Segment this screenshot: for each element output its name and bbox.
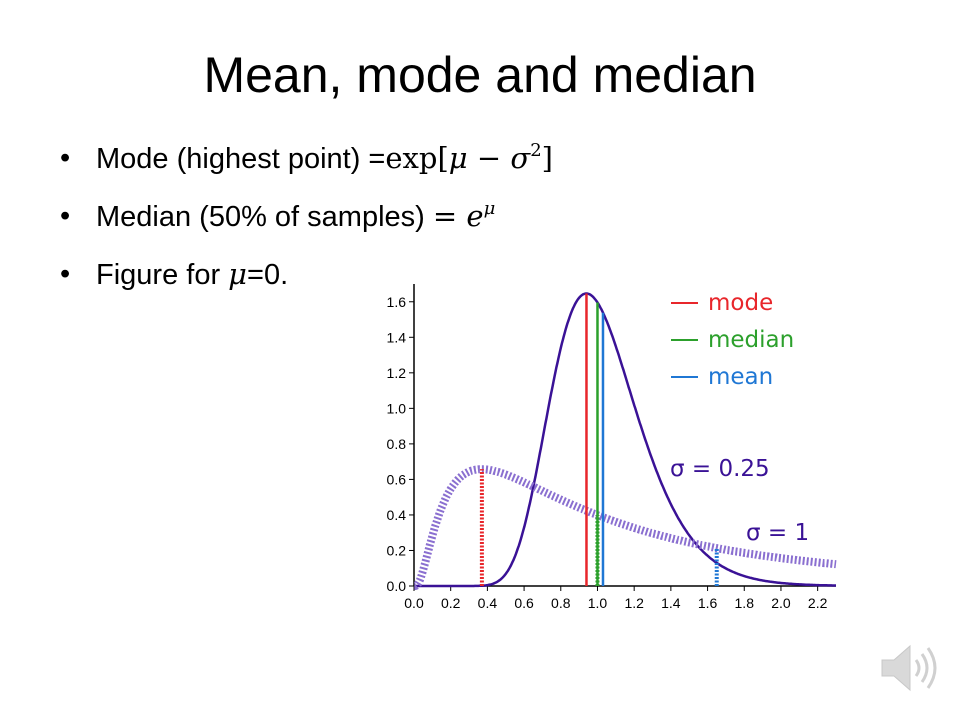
x-tick-label: 1.2 (624, 595, 644, 611)
x-tick-label: 2.0 (771, 595, 791, 611)
bullet-dot: • (60, 258, 71, 290)
median-formula: = eμ (432, 198, 496, 233)
bullet-median-text: Median (50% of samples) (96, 201, 433, 233)
y-tick-label: 0.8 (387, 436, 407, 452)
series-label: σ = 1 (746, 520, 809, 546)
mu-symbol: μ (228, 257, 248, 291)
lognormal-chart: 0.0 0.2 0.4 0.6 0.8 1.0 1.2 1.4 1.6 1.8 2.0 2.2 0.0 0… (387, 284, 837, 611)
x-tick-label: 1.8 (735, 595, 755, 611)
x-tick-label: 0.0 (404, 595, 424, 611)
bullet-list: • Mode (highest point) =exp[μ − σ2] • Me… (60, 138, 553, 312)
bullet-dot: • (60, 142, 71, 174)
x-tick-label: 0.2 (441, 595, 461, 611)
bullet-mode-text: Mode (highest point) = (96, 143, 386, 175)
x-tick-label: 1.6 (698, 595, 718, 611)
series-label: σ = 0.25 (670, 456, 770, 482)
speaker-icon[interactable] (878, 640, 942, 696)
y-tick-label: 0.6 (387, 471, 407, 487)
x-tick-label: 0.6 (514, 595, 534, 611)
legend-entry: mode (708, 290, 773, 316)
bullet-figure: • Figure for μ=0. (60, 254, 553, 312)
y-tick-label: 1.4 (387, 329, 407, 345)
slide-title: Mean, mode and median (203, 47, 757, 103)
y-tick-label: 1.0 (387, 400, 407, 416)
legend-entry: median (708, 327, 794, 353)
bullet-figure-suffix: =0. (247, 259, 289, 291)
bullet-figure-text: Figure for (96, 259, 229, 291)
y-tick-label: 1.2 (387, 365, 407, 381)
x-tick-label: 1.4 (661, 595, 681, 611)
x-tick-label: 2.2 (808, 595, 828, 611)
bullet-mode: • Mode (highest point) =exp[μ − σ2] (60, 138, 553, 196)
bullet-dot: • (60, 200, 71, 232)
y-tick-label: 0.0 (387, 578, 407, 594)
legend-entry: mean (708, 364, 773, 390)
x-tick-label: 1.0 (588, 595, 608, 611)
y-tick-label: 1.6 (387, 294, 407, 310)
bullet-median: • Median (50% of samples) = eμ (60, 196, 553, 254)
y-tick-label: 0.2 (387, 542, 407, 558)
mode-formula: exp[μ − σ2] (385, 140, 553, 175)
series-line-sigma-025 (414, 292, 836, 588)
y-tick-label: 0.4 (387, 507, 407, 523)
x-tick-label: 0.4 (478, 595, 498, 611)
x-tick-label: 0.8 (551, 595, 571, 611)
